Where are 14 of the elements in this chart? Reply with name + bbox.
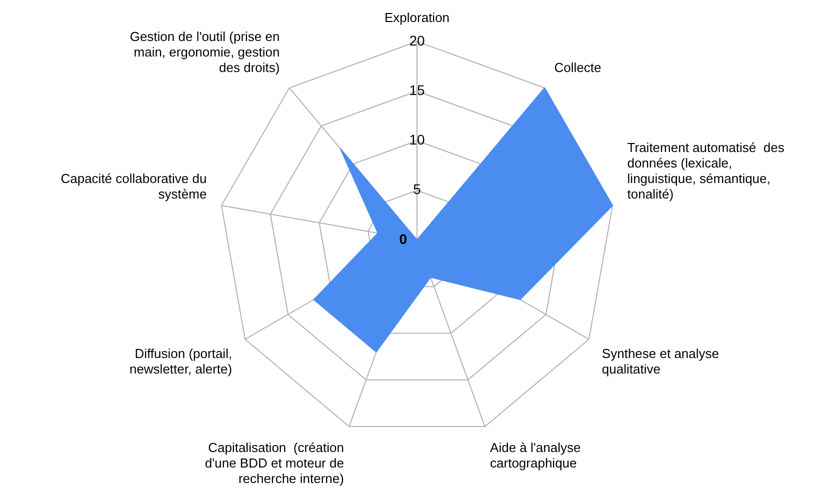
y-tick-label: 10 xyxy=(409,132,425,148)
spoke-label: Traitement automatisé des données (lexicale, linguistique, sémantique, tonalité) xyxy=(627,140,785,202)
y-tick-label: 15 xyxy=(409,82,425,98)
spoke-label: Capitalisation (création d'une BDD et moteur de recherche interne) xyxy=(204,440,344,486)
spoke-label: Synthese et analyse qualitative xyxy=(602,346,720,377)
y-tick-label: 20 xyxy=(409,32,425,48)
spoke-label: Collecte xyxy=(554,60,602,76)
spoke-label: Gestion de l'outil (prise en main, ergonomie, gestion des droits) xyxy=(130,29,280,76)
spoke-label: Capacité collaborative du système xyxy=(60,171,207,202)
spoke-label: Aide à l'analyse cartographique xyxy=(490,440,581,471)
spoke-label: Exploration xyxy=(384,10,450,26)
spoke-label: Diffusion (portail, newsletter, alerte) xyxy=(129,346,232,377)
y-tick-label: 5 xyxy=(413,181,422,198)
y-tick-label: 0 xyxy=(399,230,408,247)
